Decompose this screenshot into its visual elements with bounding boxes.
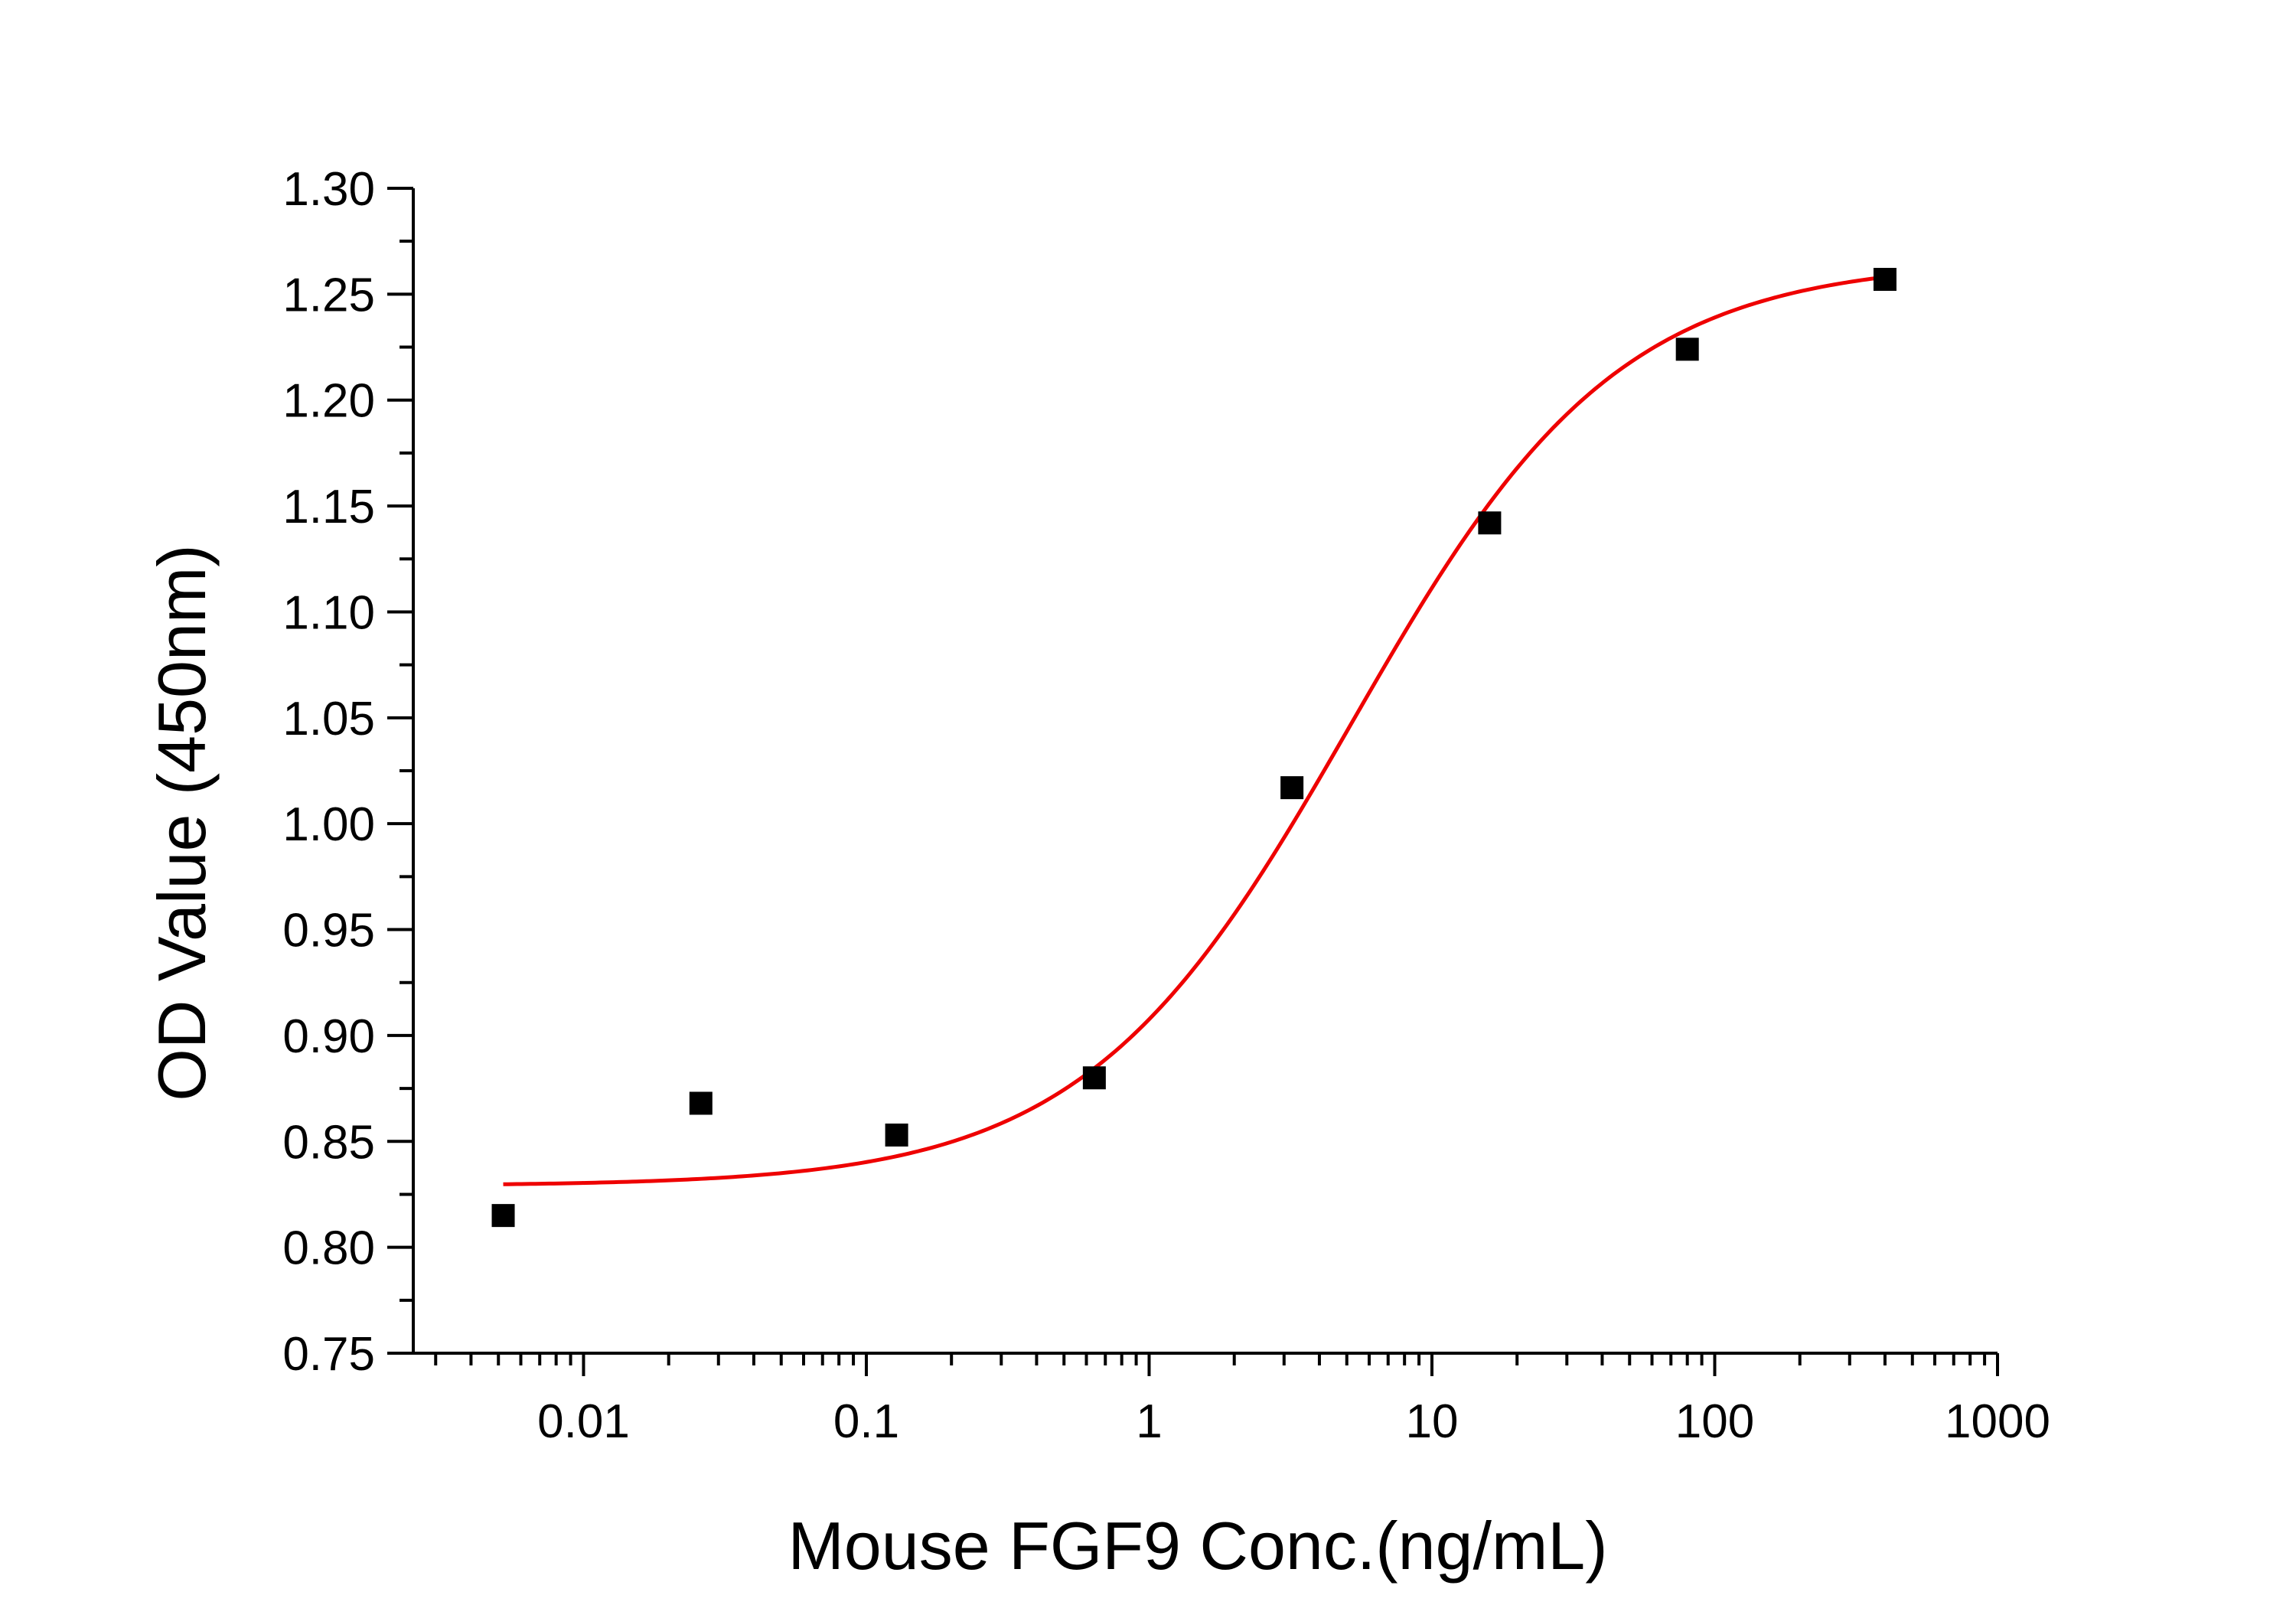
y-tick-label: 0.80 bbox=[282, 1222, 375, 1275]
data-points-group bbox=[491, 267, 1896, 1228]
y-tick-label: 0.95 bbox=[282, 905, 375, 957]
x-tick-label: 1000 bbox=[1945, 1395, 2050, 1448]
x-axis-title: Mouse FGF9 Conc.(ng/mL) bbox=[788, 1508, 1608, 1584]
axes: 0.75 0.80 0.85 0.90 0.95 1.00 1.05 1.10 1.15 1.20… bbox=[282, 163, 2050, 1448]
y-tick-label: 0.85 bbox=[282, 1116, 375, 1169]
y-tick-label: 0.90 bbox=[282, 1010, 375, 1063]
y-tick-label: 1.05 bbox=[282, 693, 375, 745]
y-tick-label: 1.00 bbox=[282, 798, 375, 851]
data-point bbox=[1675, 338, 1699, 361]
data-point bbox=[1082, 1066, 1106, 1090]
data-point bbox=[1280, 776, 1304, 800]
x-tick-label: 0.1 bbox=[833, 1395, 899, 1448]
y-tick-label: 0.75 bbox=[282, 1328, 375, 1381]
fit-curve bbox=[503, 275, 1886, 1186]
data-point bbox=[1873, 267, 1896, 291]
data-point bbox=[885, 1123, 908, 1147]
x-tick-label: 0.01 bbox=[537, 1395, 630, 1448]
fit-curve-group bbox=[503, 275, 1886, 1186]
y-tick-label: 1.25 bbox=[282, 269, 375, 321]
x-tick-label: 10 bbox=[1406, 1395, 1459, 1448]
y-tick-label: 1.15 bbox=[282, 481, 375, 533]
y-tick-label: 1.30 bbox=[282, 163, 375, 216]
data-point bbox=[491, 1204, 515, 1228]
x-tick-label: 1 bbox=[1136, 1395, 1162, 1448]
y-tick-label: 1.10 bbox=[282, 586, 375, 639]
data-point bbox=[689, 1091, 713, 1115]
x-tick-label: 100 bbox=[1675, 1395, 1754, 1448]
y-axis-title: OD Value (450nm) bbox=[144, 544, 220, 1101]
y-tick-label: 1.20 bbox=[282, 375, 375, 428]
data-point bbox=[1478, 511, 1502, 535]
